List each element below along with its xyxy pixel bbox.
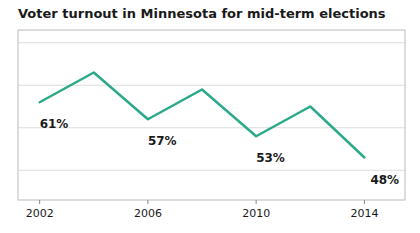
data-label: 61% <box>40 117 69 131</box>
x-tick <box>147 200 148 204</box>
plot-area <box>40 73 365 158</box>
x-tick <box>256 200 257 204</box>
data-label: 53% <box>256 151 285 165</box>
grid-line <box>18 127 405 128</box>
line <box>40 73 365 158</box>
chart-svg: Voter turnout in Minnesota for mid-term … <box>0 0 420 233</box>
data-label: 57% <box>148 134 177 148</box>
x-tick-label: 2006 <box>134 207 162 220</box>
x-tick-label: 2014 <box>350 207 378 220</box>
grid-line <box>18 170 405 171</box>
grid-line <box>18 85 405 86</box>
x-tick <box>364 200 365 204</box>
x-tick-label: 2010 <box>242 207 270 220</box>
x-tick <box>39 200 40 204</box>
chart-container: Voter turnout in Minnesota for mid-term … <box>0 0 420 233</box>
grid-line <box>18 42 405 43</box>
plot-frame <box>18 30 405 200</box>
data-label: 48% <box>370 173 399 187</box>
title: Voter turnout in Minnesota for mid-term … <box>18 6 386 21</box>
x-tick-label: 2002 <box>26 207 54 220</box>
